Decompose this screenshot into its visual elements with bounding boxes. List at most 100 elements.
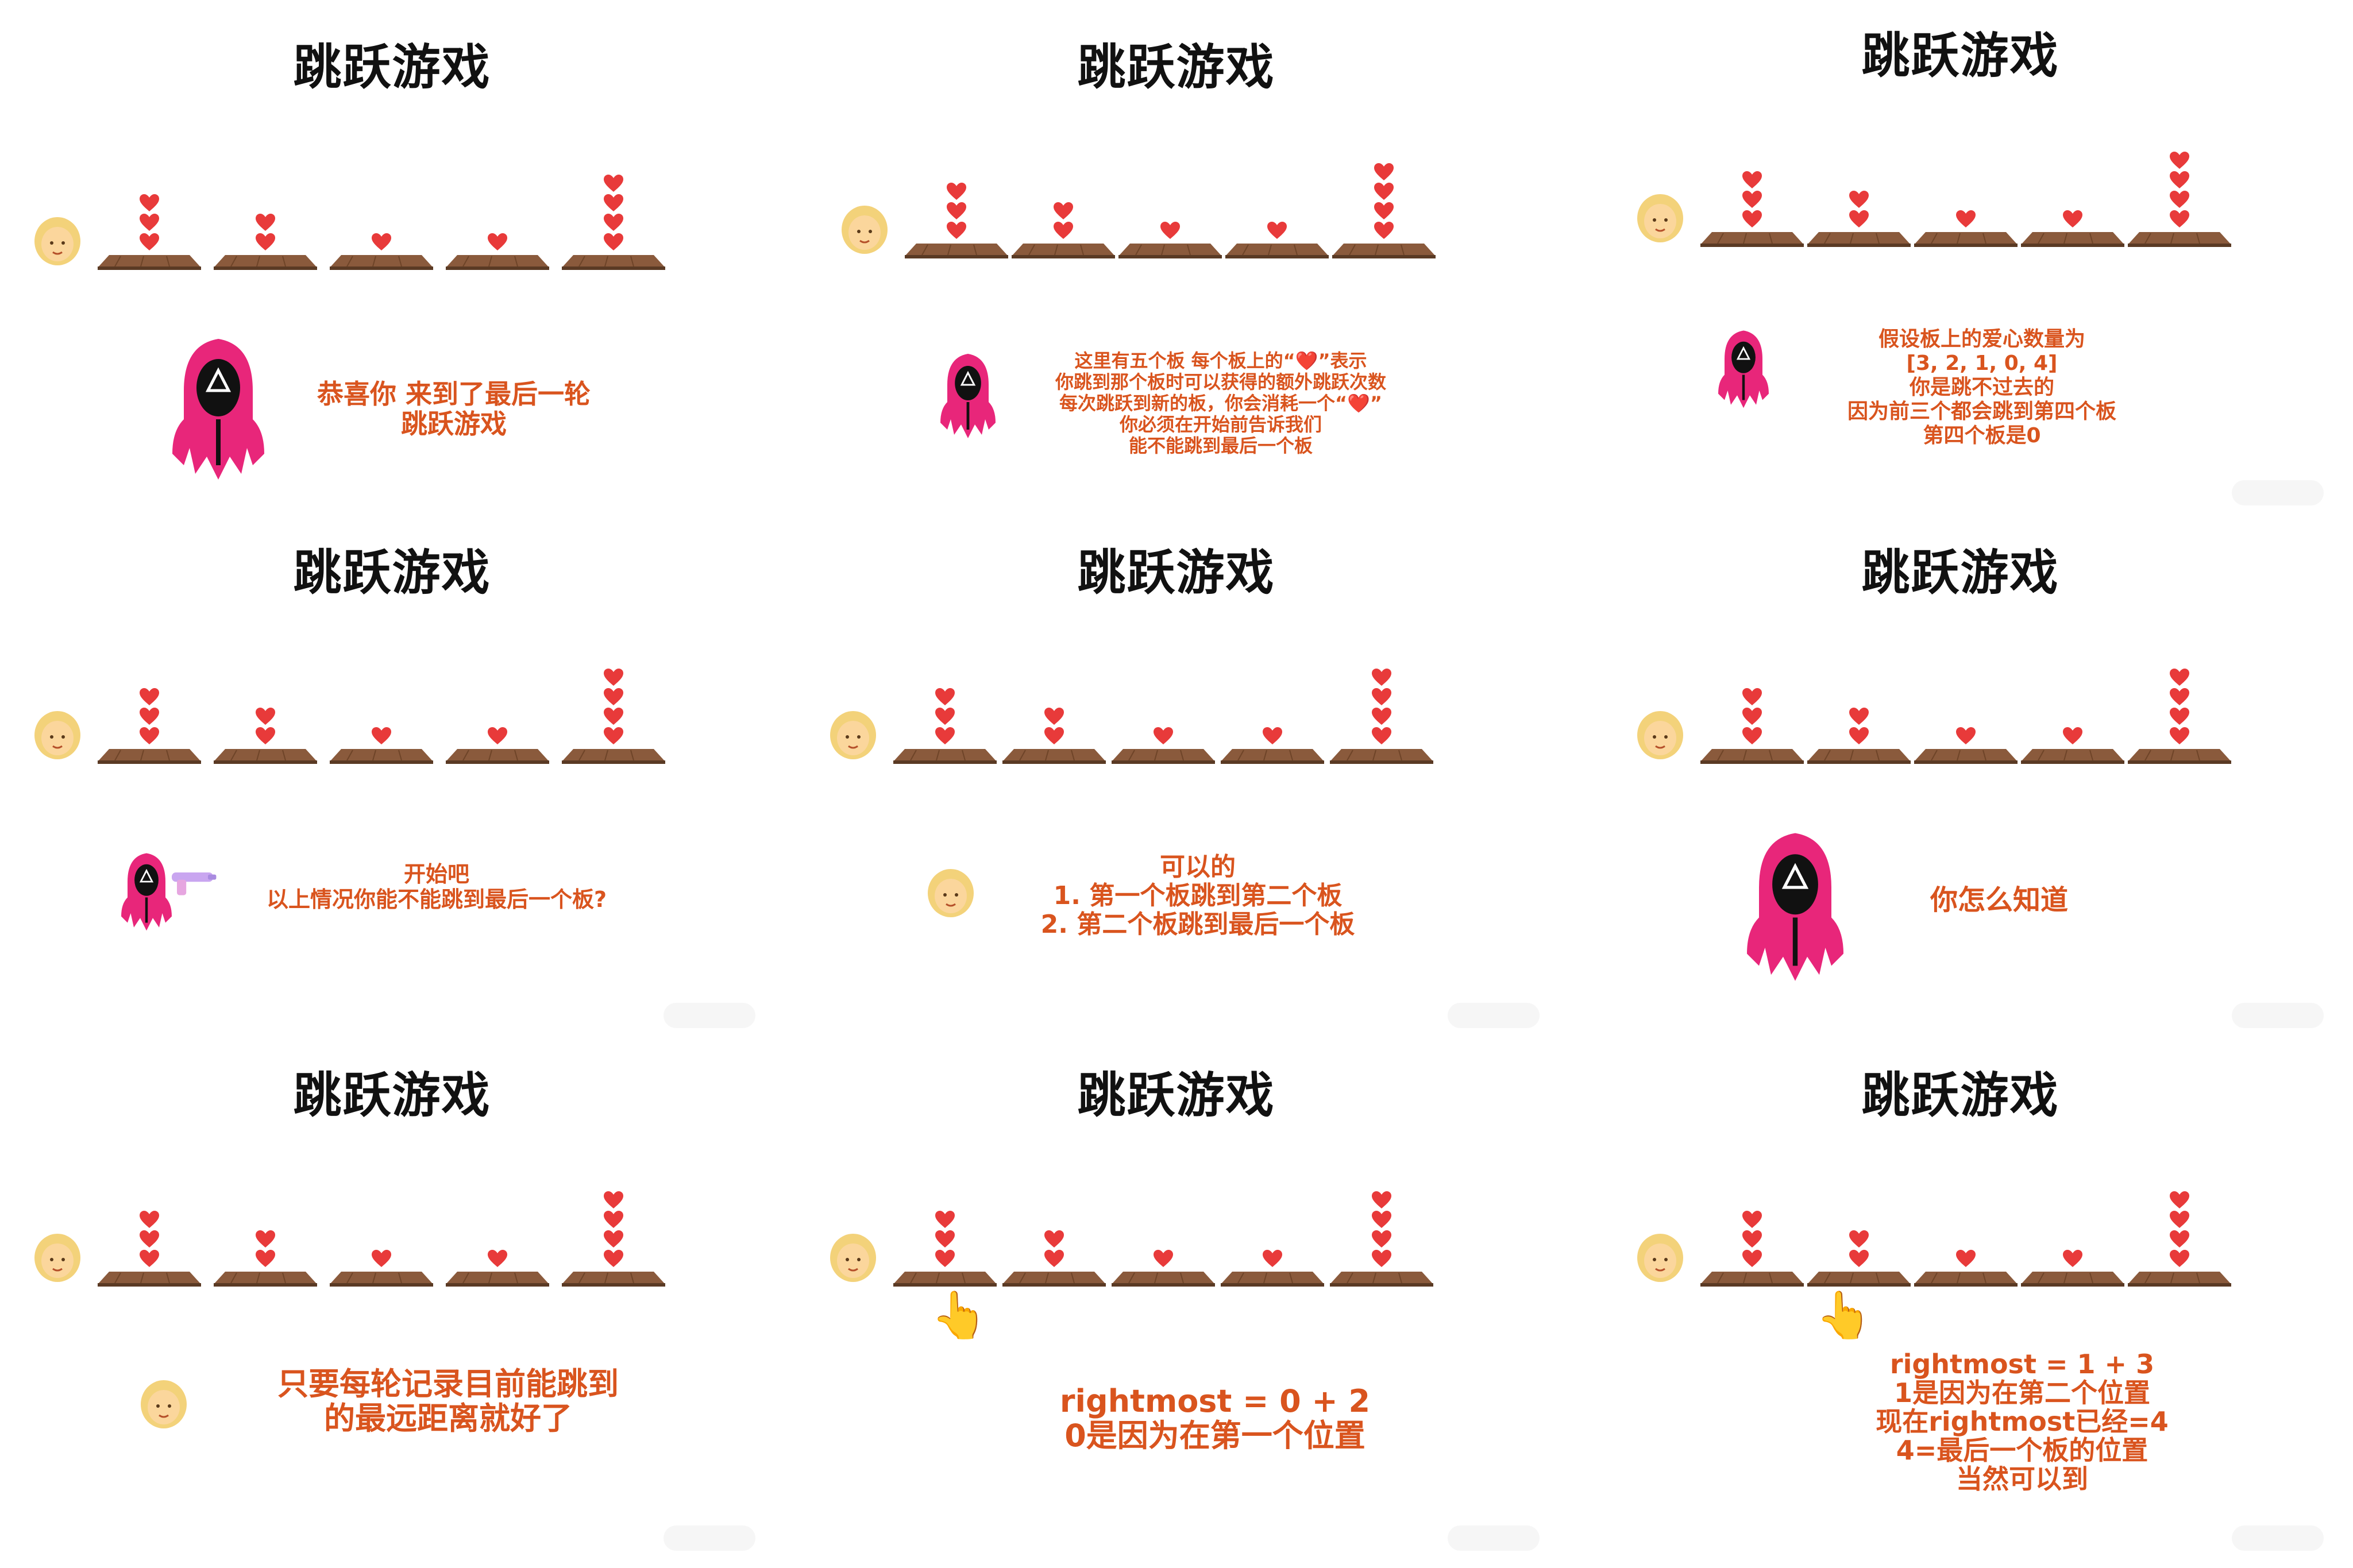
- heart-icon: [935, 1230, 955, 1248]
- blonde-woman-icon: [34, 711, 80, 759]
- heart-icon: [140, 233, 159, 250]
- heart-stack: [254, 1230, 277, 1269]
- heart-icon: [2063, 210, 2082, 227]
- speech-line: 第四个板是0: [1923, 424, 2041, 447]
- panel-8: 跳跃游戏 👆 rightmost = 0 + 2 0是因为在第一个位置: [784, 1045, 1568, 1568]
- heart-icon: [372, 233, 391, 250]
- wooden-board-icon: [330, 749, 433, 764]
- heart-stack: [138, 688, 161, 747]
- watermark: [2232, 1003, 2324, 1028]
- wooden-board-icon: [893, 1272, 997, 1287]
- heart-icon: [2170, 171, 2189, 188]
- game-row: [830, 155, 1462, 258]
- speech-line: 1. 第一个板跳到第二个板: [1053, 881, 1343, 910]
- heart-icon: [2170, 152, 2189, 169]
- heart-icon: [1372, 1191, 1391, 1208]
- wooden-board-icon: [1118, 244, 1222, 258]
- heart-icon: [140, 214, 159, 231]
- pointing-hand-icon: 👆: [931, 1288, 988, 1342]
- heart-stack: [2061, 1250, 2084, 1269]
- wooden-board-icon: [1700, 232, 1804, 247]
- heart-icon: [2063, 1250, 2082, 1267]
- blonde-woman-icon: [1637, 1234, 1683, 1282]
- heart-icon: [2170, 191, 2189, 208]
- blonde-woman-icon: [1637, 711, 1683, 759]
- heart-icon: [1044, 1230, 1064, 1248]
- watermark: [2232, 1525, 2324, 1551]
- game-row: [23, 1183, 701, 1287]
- heart-stack: [2168, 669, 2191, 747]
- wooden-board-icon: [562, 255, 665, 270]
- wooden-board-icon: [330, 1272, 433, 1287]
- heart-icon: [2170, 1230, 2189, 1248]
- panel-3: 跳跃游戏 假设板上的爱心数量为 [3, 2, 1, 0, 4] 你是跳不过去的 …: [1568, 0, 2352, 523]
- heart-stack: [254, 708, 277, 747]
- wooden-board-icon: [1225, 244, 1329, 258]
- panel-title: 跳跃游戏: [1077, 1067, 1275, 1123]
- heart-icon: [140, 1230, 159, 1248]
- wooden-board-icon: [446, 749, 549, 764]
- scene: 你怎么知道: [1568, 821, 2352, 994]
- heart-stack: [2061, 727, 2084, 747]
- speech-line: 只要每轮记录目前能跳到: [277, 1366, 619, 1402]
- heart-icon: [2170, 1211, 2189, 1228]
- heart-stack: [1052, 202, 1075, 241]
- speech-line: 你必须在开始前告诉我们: [1119, 414, 1322, 435]
- heart-icon: [1742, 171, 1762, 188]
- speech-line: 跳跃游戏: [401, 408, 507, 439]
- wooden-board-icon: [446, 1272, 549, 1287]
- heart-icon: [2170, 1191, 2189, 1208]
- wooden-board-icon: [1807, 232, 1911, 247]
- game-row: [23, 167, 701, 270]
- heart-stack: [945, 183, 968, 241]
- wooden-board-icon: [214, 749, 317, 764]
- blonde-woman-icon: [842, 206, 888, 254]
- heart-stack: [2061, 210, 2084, 230]
- scene: 可以的 1. 第一个板跳到第二个板 2. 第二个板跳到最后一个板: [784, 844, 1568, 1017]
- heart-icon: [1374, 163, 1394, 180]
- wooden-board-icon: [98, 1272, 201, 1287]
- speech-line: 1是因为在第二个位置: [1893, 1377, 2150, 1408]
- heart-icon: [604, 1230, 623, 1248]
- heart-icon: [2170, 688, 2189, 705]
- heart-icon: [372, 727, 391, 744]
- heart-stack: [138, 1211, 161, 1269]
- heart-stack: [1741, 688, 1764, 747]
- wooden-board-icon: [1914, 749, 2018, 764]
- heart-icon: [1742, 1250, 1762, 1267]
- speech-line: 可以的: [1160, 852, 1236, 882]
- scene: 假设板上的爱心数量为 [3, 2, 1, 0, 4] 你是跳不过去的 因为前三个…: [1568, 322, 2352, 494]
- heart-stack: [1370, 669, 1393, 747]
- scene: 只要每轮记录目前能跳到 的最远距离就好了: [0, 1361, 784, 1534]
- heart-icon: [1742, 708, 1762, 725]
- speech-line: 的最远距离就好了: [324, 1400, 572, 1436]
- heart-icon: [1374, 183, 1394, 200]
- wooden-board-icon: [1914, 232, 2018, 247]
- hooded-guard-icon: [940, 354, 996, 438]
- heart-icon: [1054, 222, 1073, 239]
- wooden-board-icon: [1332, 244, 1436, 258]
- speech-line: 这里有五个板 每个板上的“❤️”表示: [1074, 350, 1367, 372]
- wooden-board-icon: [893, 749, 997, 764]
- heart-stack: [2168, 152, 2191, 230]
- heart-icon: [1742, 1230, 1762, 1248]
- speech-text: 开始吧 以上情况你能不能跳到最后一个板?: [230, 862, 643, 912]
- wooden-board-icon: [2128, 749, 2231, 764]
- speech-line: 每次跳跃到新的板，你会消耗一个“❤️”: [1059, 392, 1382, 414]
- heart-icon: [2170, 1250, 2189, 1267]
- heart-icon: [604, 688, 623, 705]
- heart-icon: [1742, 1211, 1762, 1228]
- scene: 开始吧 以上情况你能不能跳到最后一个板?: [0, 844, 784, 1017]
- heart-icon: [604, 1250, 623, 1267]
- heart-icon: [488, 727, 507, 744]
- speech-line: 假设板上的爱心数量为: [1878, 327, 2085, 351]
- heart-stack: [1152, 1250, 1175, 1269]
- wooden-board-icon: [2021, 749, 2124, 764]
- heart-stack: [486, 233, 509, 253]
- watermark: [1448, 1003, 1540, 1028]
- scene: rightmost = 0 + 2 0是因为在第一个位置: [784, 1361, 1568, 1534]
- heart-icon: [256, 708, 275, 725]
- speech-line: 因为前三个都会跳到第四个板: [1847, 400, 2116, 423]
- wooden-board-icon: [98, 255, 201, 270]
- heart-stack: [1847, 1230, 1870, 1269]
